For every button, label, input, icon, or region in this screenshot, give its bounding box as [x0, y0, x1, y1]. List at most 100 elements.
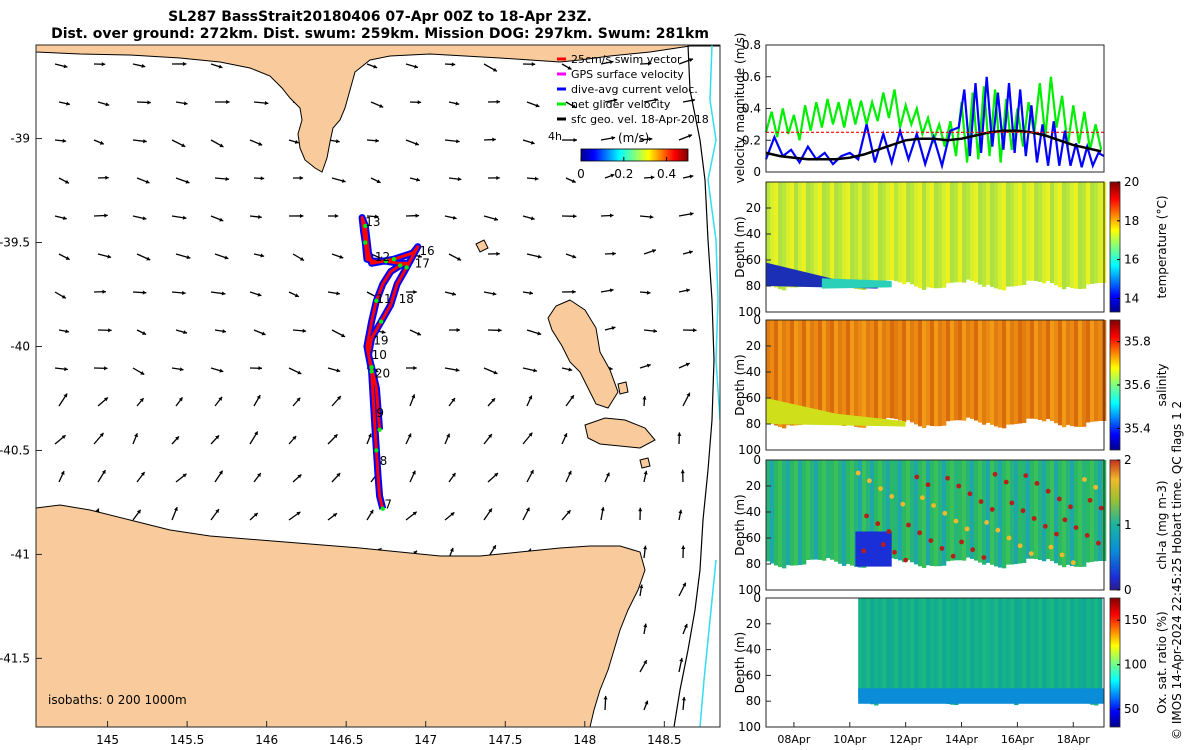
section-column	[866, 598, 871, 703]
current-vector-head	[686, 288, 690, 293]
current-vector-head	[531, 62, 536, 67]
current-vector-head	[296, 511, 301, 516]
section-colorbar-tick-label: 100	[1124, 658, 1147, 672]
day-label: 13	[365, 215, 380, 229]
section-column	[986, 460, 991, 563]
section-column	[930, 460, 935, 566]
section-chla-spike	[878, 486, 883, 491]
section-column	[1046, 460, 1051, 560]
section-column	[882, 460, 887, 562]
current-vector-head	[219, 368, 224, 373]
land-victoria	[36, 45, 720, 173]
section-column	[870, 460, 875, 564]
current-vector-head	[101, 470, 106, 475]
current-vector-head	[218, 470, 223, 475]
time-tick-label: 16Apr	[1001, 733, 1035, 746]
section-column	[986, 598, 991, 697]
section-column	[822, 460, 827, 561]
section-chla-spike	[892, 549, 897, 555]
velocity-y-axis: 0 0.2 0.4 0.6 0.8	[742, 38, 771, 179]
section-column	[790, 460, 795, 566]
section-column	[990, 598, 995, 698]
section-column	[806, 320, 811, 421]
current-vector-head	[649, 214, 654, 219]
section-colorbar-label: salinity	[1155, 363, 1169, 406]
section-chla-spike	[970, 547, 976, 553]
current-vector-head	[65, 329, 69, 334]
current-vector-head	[605, 472, 610, 477]
section-y-tick-label: 0	[753, 313, 761, 327]
section-column	[946, 320, 951, 422]
current-vector-head	[530, 469, 534, 474]
current-vector-head	[638, 507, 643, 512]
current-vector-head	[178, 397, 183, 402]
section-column	[1050, 320, 1055, 422]
section-y-tick-label: 40	[746, 643, 761, 657]
current-vector-head	[494, 473, 499, 477]
glider-position	[374, 298, 379, 303]
velocity-y-tick-label: 0.2	[742, 133, 761, 147]
velocity-y-tick-label: 0.4	[742, 102, 761, 116]
section-column	[830, 460, 835, 560]
section-y-tick-label: 60	[746, 253, 761, 267]
section-chla-spike	[1045, 488, 1051, 494]
current-vector-head	[650, 175, 655, 180]
current-vector-head	[572, 254, 577, 259]
section-chla-spike	[953, 518, 959, 524]
section-frame	[765, 597, 1105, 728]
section-column	[806, 182, 811, 283]
section-column	[782, 460, 787, 569]
section-column	[766, 182, 771, 284]
section-column	[826, 460, 831, 559]
current-vector-head	[260, 253, 265, 258]
section-column	[1090, 182, 1095, 284]
section-chla-spike	[920, 495, 925, 501]
glider-track-markers	[363, 223, 409, 511]
section-column	[906, 460, 911, 561]
map-x-axis: 145 145.5 146 146.5 147 147.5 148 148.5	[96, 721, 682, 747]
section-column	[870, 320, 875, 424]
section-column	[962, 182, 967, 283]
current-vector-head	[411, 394, 416, 399]
section-column	[966, 320, 971, 418]
current-vector-head	[571, 179, 576, 183]
current-vector-head	[142, 290, 147, 295]
current-vector-head	[609, 213, 614, 218]
section-column	[1066, 320, 1071, 425]
section-chla-spike	[900, 501, 906, 507]
section-chla-spike	[1056, 496, 1062, 502]
section-column	[1014, 182, 1019, 287]
section-colorbar-tick-label: 2	[1124, 453, 1132, 467]
section-column	[942, 182, 947, 288]
section-panel-temperature: 20 40 60 80 100 Depth (m) 14 16 18 20 temperature …	[733, 175, 1169, 319]
section-column	[890, 182, 895, 281]
section-chla-spike	[1006, 535, 1012, 541]
section-column	[850, 460, 855, 566]
current-vector-head	[297, 370, 302, 375]
current-vector-head	[224, 255, 229, 260]
section-chla-spike	[945, 475, 950, 481]
current-vector-head	[332, 513, 337, 518]
current-vector-head	[215, 509, 219, 514]
section-column	[1030, 320, 1035, 419]
velocity-series-line	[764, 76, 1105, 170]
section-column	[858, 320, 863, 428]
section-column	[1098, 460, 1103, 562]
current-vector-head	[414, 141, 419, 146]
section-ylabel: Depth (m)	[733, 632, 747, 693]
colorbar-gradient	[580, 148, 689, 162]
section-column	[778, 182, 783, 290]
current-vector-head	[261, 331, 266, 336]
section-column	[910, 598, 915, 698]
current-vector-head	[103, 397, 108, 402]
section-column	[838, 182, 843, 286]
current-vector-head	[677, 432, 682, 436]
section-column	[910, 182, 915, 285]
current-vector-head	[528, 395, 533, 400]
current-vector-head	[107, 254, 112, 259]
section-column	[822, 320, 827, 421]
current-vector-head	[183, 101, 188, 106]
current-vector-head	[643, 545, 648, 550]
current-vector-head	[258, 214, 262, 219]
